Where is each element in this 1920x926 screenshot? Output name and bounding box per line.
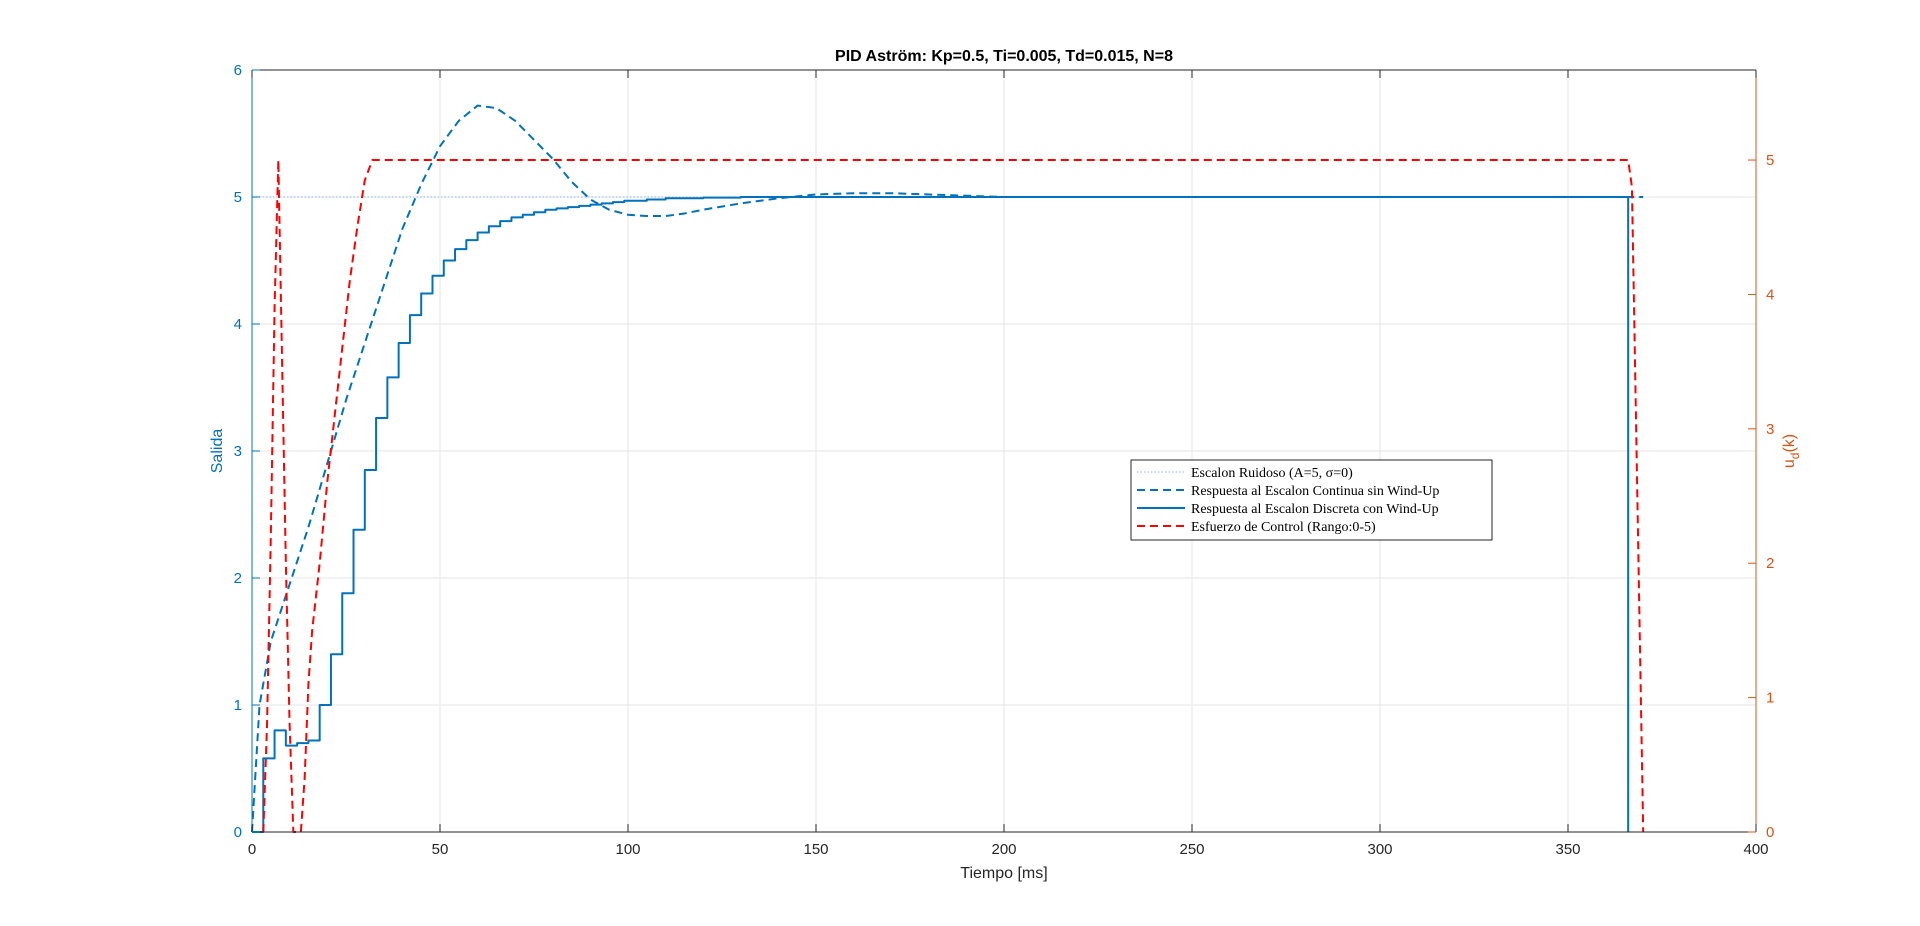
- y-left-tick-label: 1: [234, 697, 242, 714]
- series-layer: [251, 104, 1645, 833]
- y-axis-right-label-sub: d: [1788, 453, 1802, 460]
- legend-entry-label: Esfuerzo de Control (Rango:0-5): [1191, 520, 1376, 535]
- y-axis-right-label: ud(k): [1781, 434, 1802, 468]
- legend-entry-label: Respuesta al Escalon Continua sin Wind-U…: [1191, 484, 1439, 499]
- x-tick-label: 150: [803, 841, 828, 858]
- legend-box: [1130, 459, 1493, 541]
- x-tick-label: 100: [615, 841, 640, 858]
- y-left-tick-label: 4: [234, 316, 242, 333]
- x-tick-label: 50: [432, 841, 449, 858]
- x-tick-label: 0: [248, 841, 256, 858]
- y-left-tick-label: 3: [234, 443, 242, 460]
- y-right-tick-label: 2: [1766, 555, 1774, 572]
- y-right-tick-label: 5: [1766, 152, 1774, 169]
- legend-entry-label: Respuesta al Escalon Discreta con Wind-U…: [1191, 502, 1439, 517]
- y-axis-right-label-base: u: [1781, 459, 1798, 468]
- x-tick-label: 200: [991, 841, 1016, 858]
- y-left-tick-label: 0: [234, 824, 242, 841]
- y-left-tick-label: 5: [234, 189, 242, 206]
- x-tick-label: 300: [1367, 841, 1392, 858]
- y-right-tick-label: 3: [1766, 421, 1774, 438]
- legend: Escalon Ruidoso (A=5, σ=0) Respuesta al E…: [1130, 459, 1493, 541]
- chart-title: PID Aström: Kp=0.5, Ti=0.005, Td=0.015, …: [835, 48, 1173, 65]
- y-right-tick-label: 4: [1766, 286, 1774, 303]
- y-right-tick-label: 1: [1766, 690, 1774, 707]
- y-left-tick-label: 6: [234, 62, 242, 79]
- y-left-tick-label: 2: [234, 570, 242, 587]
- y-right-tick-label: 0: [1766, 824, 1774, 841]
- x-tick-label: 350: [1555, 841, 1580, 858]
- x-tick-label: 250: [1179, 841, 1204, 858]
- x-axis-label: Tiempo [ms]: [960, 865, 1047, 882]
- y-axis-left-label: Salida: [209, 429, 226, 474]
- x-tick-label: 400: [1743, 841, 1768, 858]
- y-axis-right-label-tail: (k): [1781, 434, 1798, 453]
- series-line-3: [252, 196, 1630, 833]
- series-line-4: [262, 159, 1645, 833]
- legend-entry-label: Escalon Ruidoso (A=5, σ=0): [1191, 466, 1353, 481]
